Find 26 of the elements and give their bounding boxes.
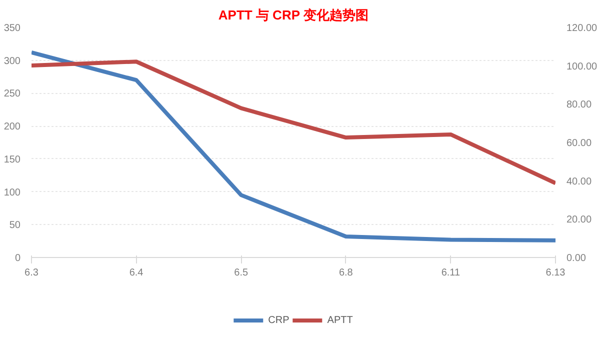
y-tick-label: 50 bbox=[9, 220, 21, 232]
y2-tick-label: 80.00 bbox=[566, 100, 592, 111]
x-tick-label: 6.3 bbox=[24, 268, 39, 278]
y2-tick-label: 60.00 bbox=[566, 138, 592, 149]
legend-label: APTT bbox=[327, 314, 353, 326]
x-tick-label: 6.13 bbox=[546, 268, 566, 278]
y-tick-label: 100 bbox=[4, 187, 21, 198]
y-tick-label: 250 bbox=[4, 88, 21, 100]
chart-title: APTT 与 CRP 变化趋势图 bbox=[218, 8, 368, 22]
y-tick-label: 350 bbox=[4, 23, 21, 34]
y2-tick-label: 100.00 bbox=[566, 61, 598, 72]
y-tick-label: 0 bbox=[14, 253, 21, 264]
y-tick-label: 200 bbox=[4, 122, 21, 133]
x-tick-label: 6.4 bbox=[129, 268, 144, 278]
legend-label: CRP bbox=[268, 314, 290, 326]
y-tick-label: 150 bbox=[4, 154, 21, 166]
y2-tick-label: 20.00 bbox=[566, 214, 592, 226]
y2-tick-label: 0.00 bbox=[566, 253, 586, 264]
y2-tick-label: 40.00 bbox=[566, 176, 592, 188]
line-series bbox=[32, 50, 556, 242]
x-tick-label: 6.8 bbox=[338, 268, 354, 278]
y-tick-label: 300 bbox=[4, 56, 21, 67]
x-tick-label: 6.11 bbox=[441, 268, 460, 278]
y2-tick-label: 120.00 bbox=[566, 23, 598, 34]
x-tick-label: 6.5 bbox=[234, 268, 248, 278]
line-series bbox=[32, 60, 556, 186]
